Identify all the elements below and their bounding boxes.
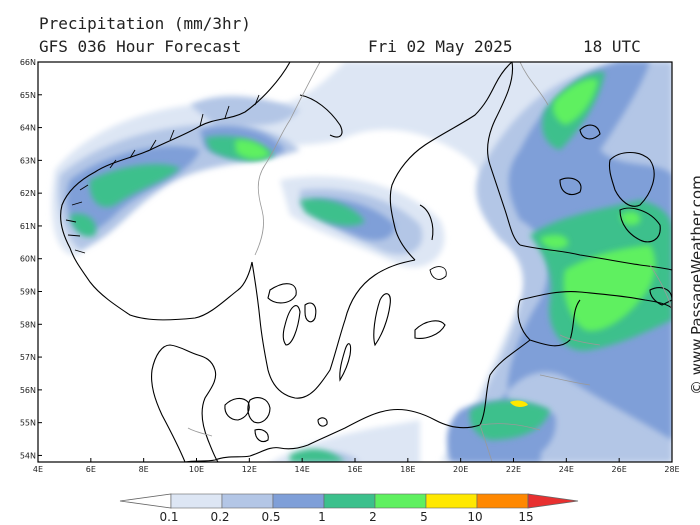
legend-swatch (323, 493, 376, 509)
legend-label: 0.2 (210, 510, 229, 524)
latitude-axis: 66N 65N 64N 63N 62N 61N 60N 59N 58N 57N 56N 55N 54N (20, 58, 42, 460)
lon-tick-label: 18E (400, 465, 415, 474)
country-borders (187, 62, 672, 462)
model-label: GFS 036 Hour Forecast (39, 37, 242, 56)
lat-tick-label: 66N (20, 58, 36, 67)
legend-label: 10 (467, 510, 482, 524)
legend-label: 0.5 (261, 510, 280, 524)
legend-low-triangle (119, 493, 172, 509)
lon-tick-label: 6E (86, 465, 96, 474)
lon-tick-label: 24E (559, 465, 574, 474)
lon-tick-label: 14E (295, 465, 310, 474)
lon-tick-label: 26E (612, 465, 627, 474)
legend-label: 0.1 (159, 510, 178, 524)
lat-tick-label: 62N (20, 189, 36, 198)
lat-tick-label: 64N (20, 124, 36, 133)
legend-swatch (272, 493, 325, 509)
precip-5-areas (235, 78, 656, 331)
lon-tick-label: 16E (347, 465, 362, 474)
precip-10-areas (510, 400, 528, 407)
lat-tick-label: 54N (20, 451, 36, 460)
lat-tick-label: 55N (20, 419, 36, 428)
forecast-time: 18 UTC (583, 37, 641, 56)
legend-swatch (425, 493, 478, 509)
lat-tick-label: 58N (20, 320, 36, 329)
lon-tick-label: 28E (664, 465, 679, 474)
coastlines (60, 62, 672, 462)
legend-swatch (374, 493, 427, 509)
lon-tick-label: 8E (139, 465, 149, 474)
legend-swatch (476, 493, 529, 509)
legend-high-triangle (527, 493, 579, 509)
lat-tick-label: 60N (20, 255, 36, 264)
lat-tick-label: 57N (20, 353, 36, 362)
lon-tick-label: 10E (189, 465, 204, 474)
lat-tick-label: 65N (20, 91, 36, 100)
legend-label: 1 (318, 510, 326, 524)
lon-tick-label: 22E (506, 465, 521, 474)
lon-tick-label: 4E (33, 465, 43, 474)
legend-swatch (221, 493, 274, 509)
lat-tick-label: 59N (20, 288, 36, 297)
lon-tick-label: 12E (242, 465, 257, 474)
longitude-axis: 4E 6E 8E 10E 12E 14E 16E 18E 20E 22E 24E 26E 28E (33, 458, 680, 474)
precip-legend: 0.1 0.2 0.5 1 2 5 10 15 (119, 493, 579, 524)
lat-tick-label: 61N (20, 222, 36, 231)
legend-swatch (170, 493, 223, 509)
lat-tick-label: 56N (20, 386, 36, 395)
forecast-date: Fri 02 May 2025 (368, 37, 513, 56)
precip-field (51, 62, 672, 462)
chart-title: Precipitation (mm/3hr) (39, 14, 251, 33)
credit-text: © www.PassageWeather.com (688, 175, 700, 395)
legend-label: 2 (369, 510, 377, 524)
lat-tick-label: 63N (20, 156, 36, 165)
legend-label: 5 (420, 510, 428, 524)
lon-tick-label: 20E (453, 465, 468, 474)
legend-label: 15 (518, 510, 533, 524)
